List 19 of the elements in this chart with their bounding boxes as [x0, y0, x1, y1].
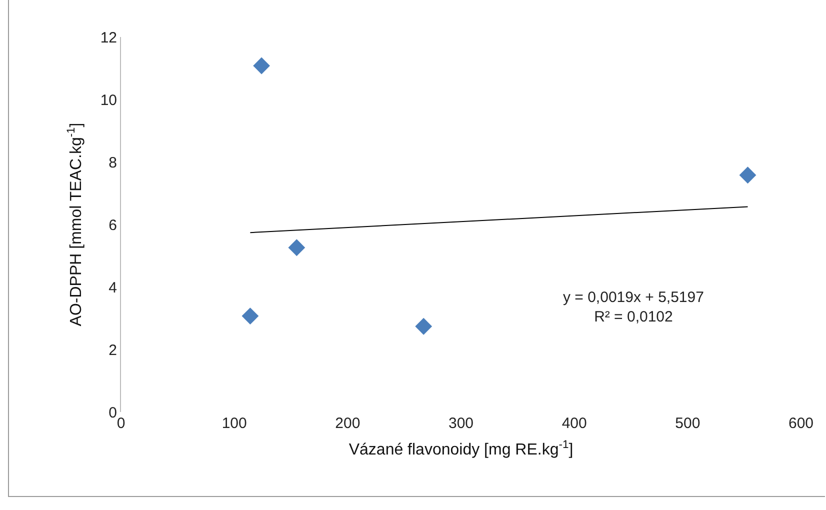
y-tick-label: 4: [108, 279, 117, 296]
x-tick-label: 600: [788, 415, 814, 432]
y-tick-label: 6: [108, 216, 117, 234]
y-tick-label: 8: [108, 154, 117, 172]
x-tick-label: 100: [222, 415, 247, 432]
point: [288, 239, 306, 256]
y-tick-label: 2: [108, 342, 117, 359]
point: [253, 57, 270, 74]
y-tick-label: 12: [100, 29, 117, 46]
point: [739, 166, 756, 184]
x-tick-label: 500: [675, 415, 700, 432]
x-axis-title: Vázané flavonoidy [mg RE.kg$^{-1}$]: [348, 438, 574, 459]
y-tick-label: 10: [100, 92, 117, 109]
annotation: y = 0,0019x + 5,5197 R² = 0,0102: [563, 289, 704, 326]
point: [415, 318, 432, 335]
x-tick-label: 400: [562, 415, 587, 432]
x-tick-label: 200: [335, 415, 360, 432]
point: [242, 308, 259, 325]
x-tick-label: 300: [448, 415, 474, 432]
